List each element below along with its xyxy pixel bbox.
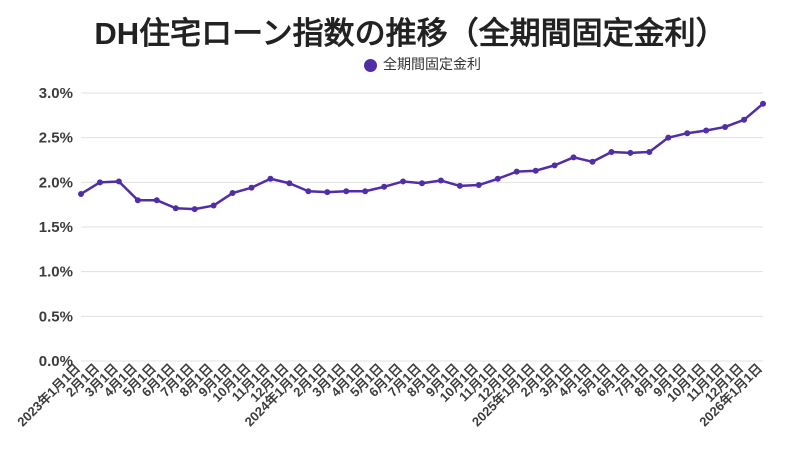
svg-text:2.0%: 2.0% (39, 174, 73, 191)
svg-text:2.5%: 2.5% (39, 130, 73, 147)
svg-text:0.5%: 0.5% (39, 308, 73, 325)
svg-text:1.5%: 1.5% (39, 219, 73, 236)
svg-text:3.0%: 3.0% (39, 85, 73, 102)
svg-text:1.0%: 1.0% (39, 264, 73, 281)
